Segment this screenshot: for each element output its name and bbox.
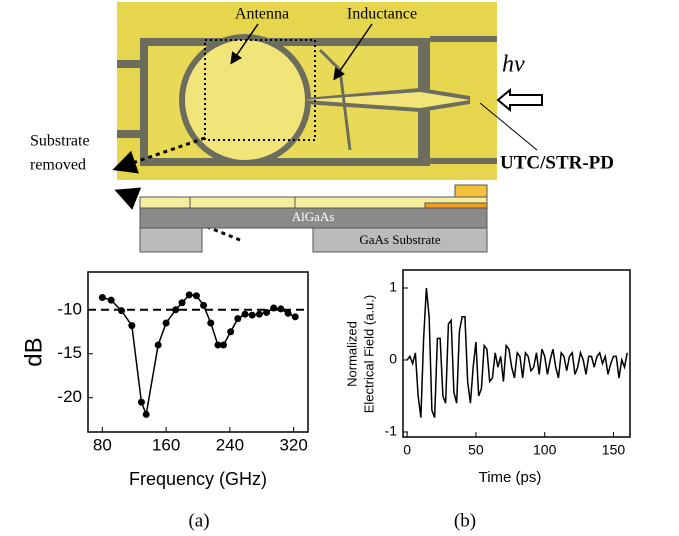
data-point (234, 315, 242, 323)
data-point (220, 341, 228, 349)
data-point (284, 309, 292, 317)
data-point (227, 328, 235, 336)
data-point (98, 293, 106, 301)
y-tick-label: -15 (57, 343, 82, 362)
antenna-label: Antenna (235, 6, 289, 23)
y-tick-label: -10 (57, 299, 82, 318)
data-point (291, 313, 299, 321)
data-point (162, 319, 170, 327)
data-point (192, 292, 200, 300)
data-point (172, 306, 180, 314)
data-point (200, 301, 208, 309)
layer-label: AlGaAs (292, 209, 335, 224)
chip-photo (112, 2, 543, 242)
data-point (117, 307, 125, 315)
data-point (248, 311, 256, 319)
y-tick-label: -20 (57, 387, 82, 406)
y-tick-label: 1 (389, 279, 397, 295)
data-point (154, 341, 162, 349)
data-point (107, 296, 115, 304)
x-tick-label: 150 (602, 442, 626, 458)
x-tick-label: 240 (216, 435, 244, 454)
y-tick-label: -1 (385, 423, 398, 439)
substrate-label: Substrate (30, 133, 90, 150)
plot-frame (87, 271, 309, 433)
data-point (128, 322, 136, 330)
data-point (270, 304, 278, 312)
x-tick-label: 80 (93, 435, 112, 454)
data-point (137, 398, 145, 406)
data-point (185, 291, 193, 299)
x-tick-label: 320 (279, 435, 307, 454)
layer-label: GaAs Substrate (359, 232, 440, 247)
x-tick-label: 160 (152, 435, 180, 454)
y-axis-label: Normalized (344, 321, 359, 387)
data-point (277, 305, 285, 313)
x-tick-label: 50 (468, 442, 484, 458)
layer-stack (139, 184, 488, 253)
photon-label: hν (502, 52, 525, 78)
x-axis-label: Time (ps) (479, 469, 542, 486)
data-point (263, 308, 271, 316)
y-axis-label: dB (20, 337, 47, 366)
data-point (207, 319, 215, 327)
data-point (241, 310, 249, 318)
x-tick-label: 100 (533, 442, 557, 458)
device-label: UTC/STR-PD (500, 152, 614, 173)
y-tick-label: 0 (389, 351, 397, 367)
y-axis-label: Electrical Field (a.u.) (361, 295, 376, 413)
caption: (a) (188, 510, 209, 531)
data-point (178, 299, 186, 307)
substrate-label: removed (30, 157, 86, 174)
inductance-label: Inductance (347, 6, 417, 23)
data-point (214, 341, 222, 349)
data-line (406, 287, 628, 418)
data-point (255, 310, 263, 318)
caption: (b) (454, 510, 476, 531)
plot-frame (402, 269, 631, 438)
data-point (142, 410, 150, 418)
x-axis-label: Frequency (GHz) (129, 469, 267, 489)
x-tick-label: 0 (403, 442, 411, 458)
